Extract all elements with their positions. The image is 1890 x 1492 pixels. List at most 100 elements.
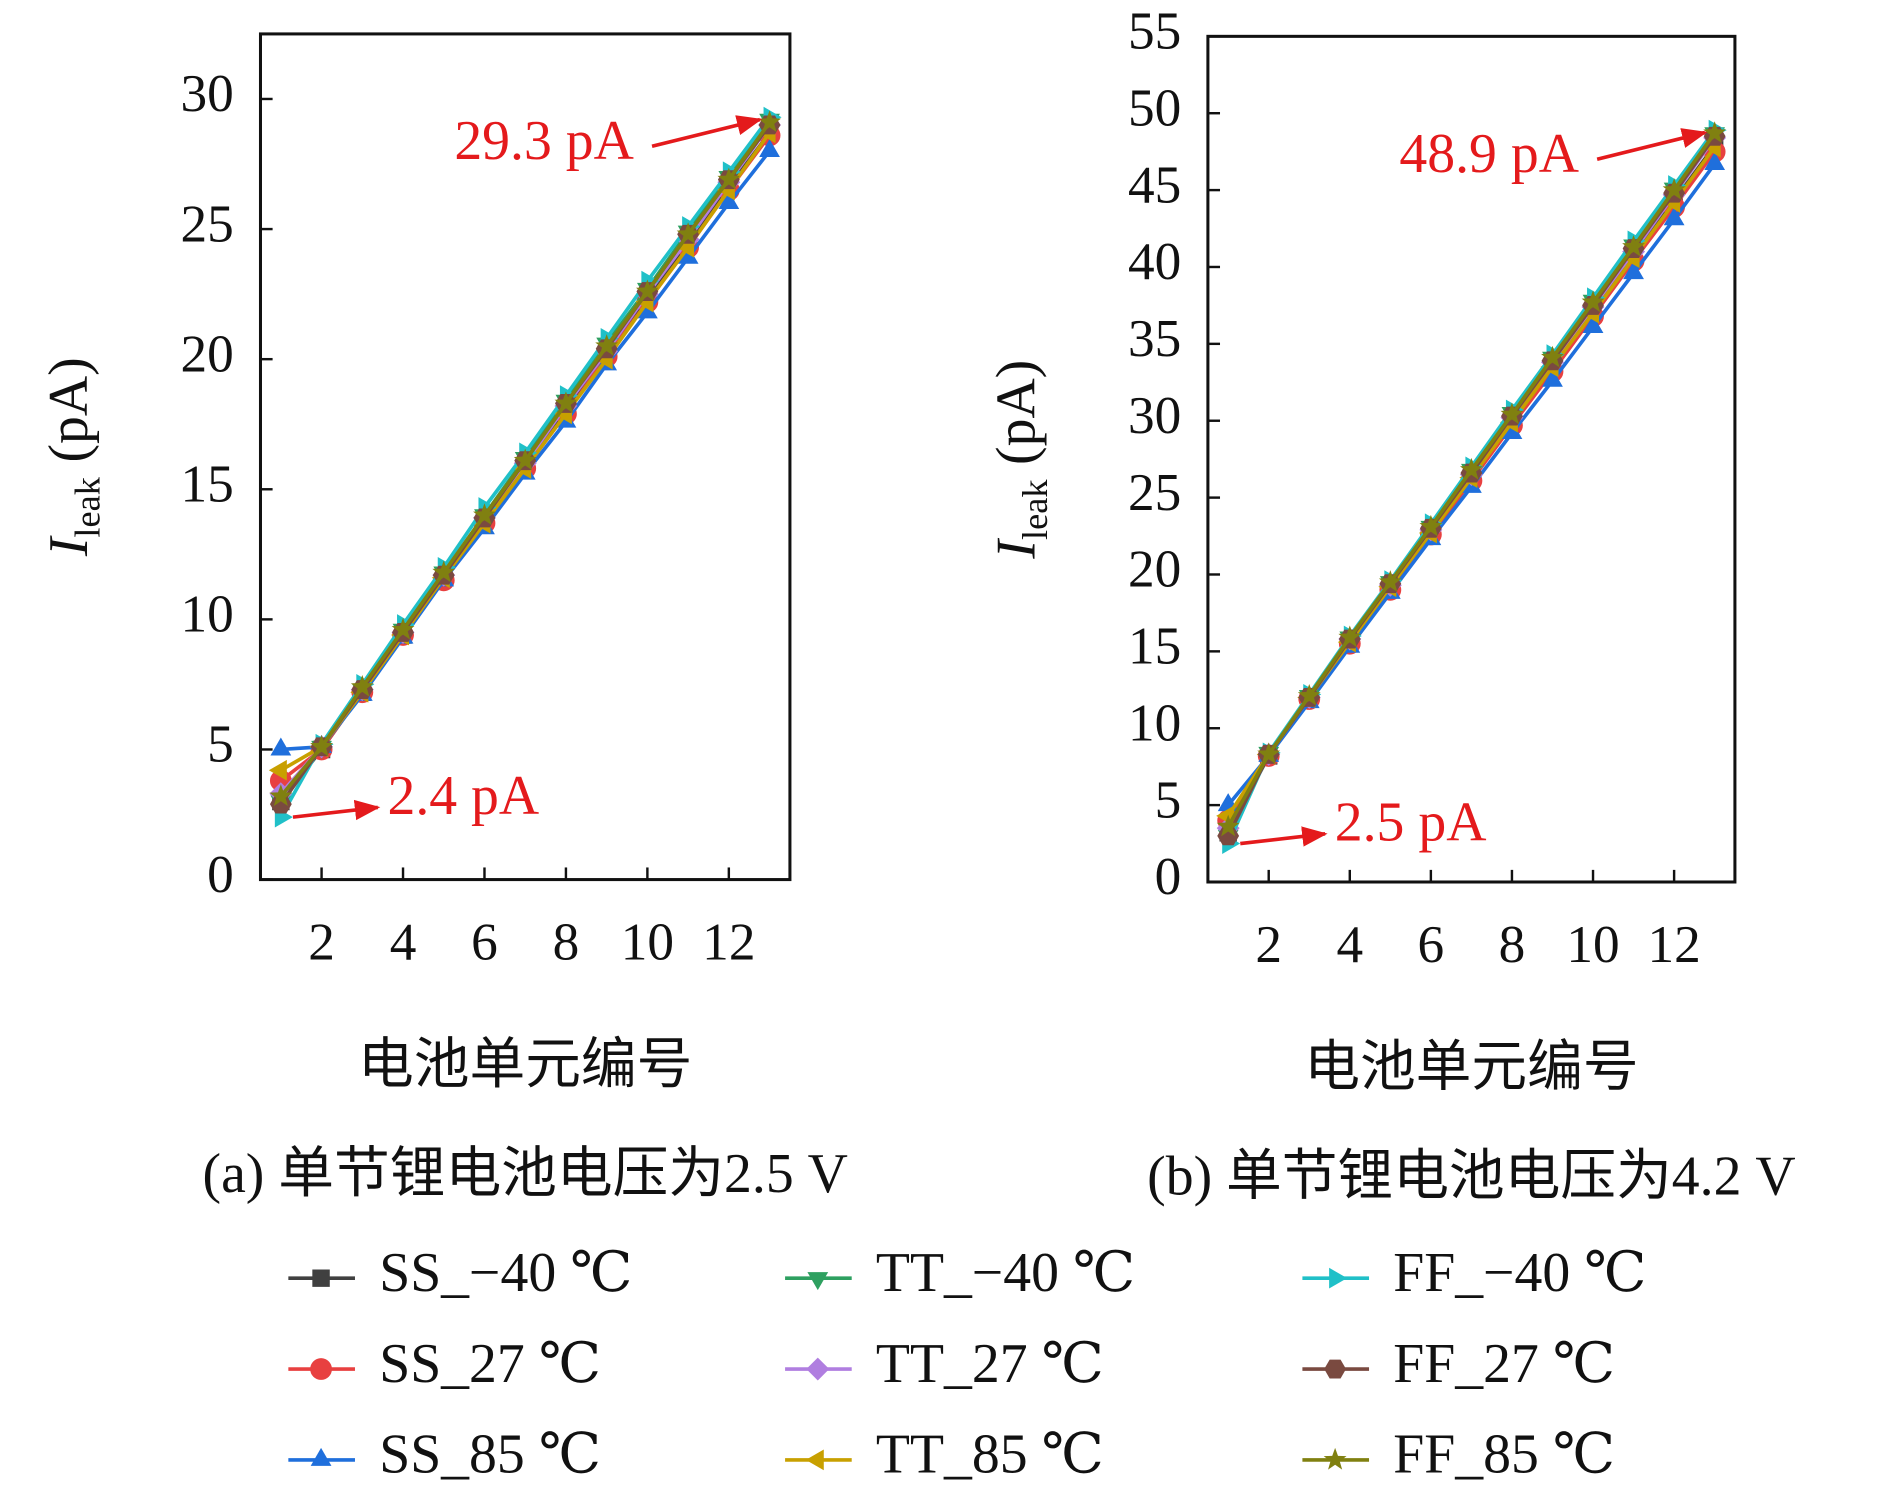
data-point	[1500, 402, 1524, 425]
x-tick-label: 4	[1336, 915, 1363, 974]
legend-marker	[310, 1358, 332, 1380]
y-label-subscript: leak	[67, 476, 107, 537]
legend-item: FF_27 ℃	[1302, 1333, 1615, 1395]
legend-item: FF_85 ℃	[1302, 1424, 1615, 1486]
data-point	[473, 503, 496, 525]
data-point	[1622, 235, 1645, 257]
data-point	[1582, 314, 1604, 333]
annotation-arrow	[1596, 128, 1708, 161]
x-tick-label: 10	[621, 913, 674, 972]
data-point	[1541, 345, 1564, 368]
annotation: 48.9 pA	[1399, 123, 1579, 185]
legend-item: SS_85 ℃	[288, 1424, 601, 1486]
x-tick-label: 2	[308, 913, 335, 972]
y-label-symbol: I	[986, 538, 1048, 560]
data-point	[595, 334, 619, 356]
plot-frame	[258, 32, 792, 882]
y-label-unit: (pA)	[38, 357, 100, 462]
x-tick-label: 8	[553, 913, 580, 972]
data-point	[1297, 683, 1321, 706]
data-point	[1704, 151, 1726, 170]
annotation-arrow	[651, 115, 763, 149]
legend-item: SS_−40 ℃	[288, 1242, 632, 1304]
legend-marker	[1329, 1267, 1348, 1289]
annotation-arrow	[292, 799, 381, 821]
x-tick-label: 2	[1255, 915, 1282, 974]
legend-marker	[805, 1449, 824, 1471]
legend-label: FF_−40 ℃	[1393, 1242, 1646, 1304]
data-point	[1257, 742, 1281, 765]
caption: (b) 单节锂电池电压为4.2 V	[1147, 1146, 1795, 1208]
data-point	[759, 139, 780, 158]
data-point	[677, 245, 699, 264]
legend-label: SS_27 ℃	[379, 1333, 601, 1395]
data-point	[432, 560, 456, 583]
legend-label: TT_27 ℃	[876, 1333, 1104, 1395]
x-axis-label: 电池单元编号	[358, 1034, 692, 1096]
y-axis-label: Ileak (pA)	[38, 357, 107, 557]
data-point	[513, 448, 537, 471]
plot: 0 5 10 15 20 25 30 2 4 6 8 10 12	[181, 32, 792, 972]
plot-frame	[1206, 34, 1737, 884]
x-tick-label: 10	[1566, 915, 1619, 974]
data-point	[1581, 290, 1605, 313]
y-tick-label: 10	[181, 585, 234, 644]
data-point	[1419, 514, 1443, 537]
data-point	[1501, 421, 1523, 440]
y-tick-label: 50	[1128, 78, 1181, 137]
x-axis-label: 电池单元编号	[1304, 1037, 1638, 1099]
y-tick-label: 5	[1155, 770, 1182, 829]
data-point	[718, 191, 740, 210]
y-axis-label: Ileak (pA)	[986, 360, 1055, 560]
legend-label: FF_85 ℃	[1393, 1424, 1615, 1486]
y-tick-label: 55	[1128, 2, 1181, 61]
data-point	[554, 391, 578, 414]
y-tick-label: 25	[181, 194, 234, 253]
x-tick-label: 6	[1418, 915, 1445, 974]
data-point	[758, 110, 781, 133]
data-point	[717, 167, 741, 190]
y-tick-label: 10	[1128, 693, 1181, 752]
data-point	[635, 279, 659, 302]
legend-marker	[806, 1357, 830, 1381]
legend-marker	[1324, 1359, 1347, 1379]
y-tick-label: 15	[1128, 617, 1181, 676]
y-tick-label: 20	[181, 324, 234, 383]
legend-marker	[807, 1272, 829, 1291]
data-point	[310, 734, 333, 757]
data-point	[1623, 261, 1644, 280]
y-tick-label: 35	[1128, 309, 1181, 368]
data-point	[350, 675, 374, 697]
y-tick-label: 30	[1128, 386, 1181, 445]
y-label-unit: (pA)	[986, 360, 1048, 465]
legend-label: SS_−40 ℃	[379, 1242, 632, 1304]
legend-label: TT_85 ℃	[876, 1424, 1104, 1486]
x-tick-label: 4	[390, 913, 417, 972]
legend-item: TT_−40 ℃	[785, 1242, 1135, 1304]
data-point	[636, 300, 658, 319]
data-point	[1703, 121, 1727, 143]
legend-label: TT_−40 ℃	[876, 1242, 1135, 1304]
data-point	[1216, 814, 1240, 837]
x-tick-label: 12	[702, 913, 755, 972]
y-tick-label: 5	[207, 715, 234, 774]
y-tick-label: 40	[1128, 232, 1181, 291]
y-tick-label: 20	[1128, 540, 1181, 599]
data-point	[1663, 207, 1685, 226]
y-tick-label: 0	[207, 845, 234, 904]
data-point	[676, 222, 700, 244]
annotation: 29.3 pA	[454, 110, 634, 172]
legend-marker	[312, 1269, 330, 1287]
legend-marker	[1323, 1447, 1347, 1470]
data-point	[391, 617, 415, 640]
data-point	[269, 794, 292, 814]
legend-item: SS_27 ℃	[288, 1333, 601, 1395]
x-tick-label: 8	[1499, 915, 1526, 974]
data-point	[1459, 457, 1483, 480]
data-point	[1338, 625, 1362, 648]
legend-label: SS_85 ℃	[379, 1424, 601, 1486]
legend-label: FF_27 ℃	[1393, 1333, 1615, 1395]
data-point	[269, 784, 293, 807]
x-tick-label: 12	[1647, 915, 1700, 974]
